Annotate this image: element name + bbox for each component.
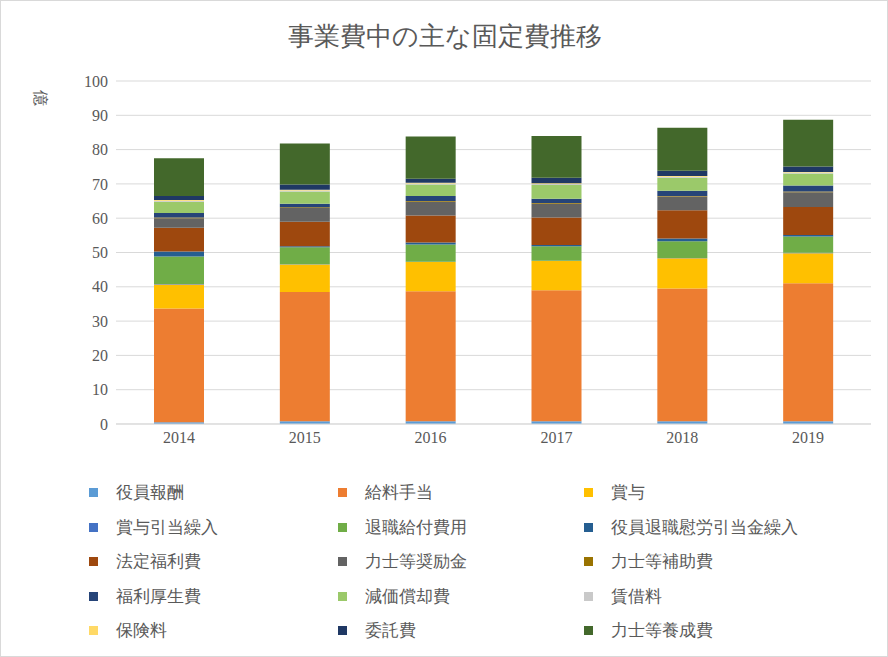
html-text:賞与引当繰入: 賞与引当繰入 bbox=[116, 517, 218, 537]
svg-text:70: 70 bbox=[92, 176, 108, 193]
svg-text:2019: 2019 bbox=[792, 429, 824, 446]
html-text:福利厚生費: 福利厚生費 bbox=[116, 586, 201, 606]
svg-text:2017: 2017 bbox=[540, 429, 572, 446]
html-text:賞与: 賞与 bbox=[611, 483, 645, 502]
svg-text:80: 80 bbox=[92, 141, 108, 158]
html-text:法定福利費: 法定福利費 bbox=[116, 552, 201, 571]
html-text:力士等奨励金: 力士等奨励金 bbox=[365, 552, 467, 571]
svg-text:2018: 2018 bbox=[666, 429, 698, 446]
html-text:力士等補助費: 力士等補助費 bbox=[611, 552, 713, 571]
html-text:役員報酬: 役員報酬 bbox=[116, 483, 184, 502]
html-text:役員退職慰労引当金繰入: 役員退職慰労引当金繰入 bbox=[611, 517, 798, 537]
html-text:退職給付費用: 退職給付費用 bbox=[365, 517, 467, 537]
svg-text:40: 40 bbox=[92, 278, 108, 295]
svg-text:60: 60 bbox=[92, 210, 108, 227]
html-text:賃借料: 賃借料 bbox=[611, 586, 662, 606]
svg-text:30: 30 bbox=[92, 313, 108, 330]
html-text:力士等養成費: 力士等養成費 bbox=[611, 621, 713, 640]
svg-text:100: 100 bbox=[84, 73, 108, 90]
html-text:給料手当: 給料手当 bbox=[365, 483, 433, 502]
svg-text:20: 20 bbox=[92, 347, 108, 364]
html-text:億: 億 bbox=[31, 89, 49, 106]
html-text:減価償却費: 減価償却費 bbox=[365, 586, 450, 606]
html-text:事業費中の主な固定費推移: 事業費中の主な固定費推移 bbox=[288, 22, 602, 51]
svg-text:2016: 2016 bbox=[415, 429, 447, 446]
svg-text:0: 0 bbox=[100, 416, 108, 433]
html-text:委託費: 委託費 bbox=[365, 621, 416, 640]
svg-text:2015: 2015 bbox=[289, 429, 321, 446]
svg-text:2014: 2014 bbox=[163, 429, 195, 446]
svg-text:90: 90 bbox=[92, 107, 108, 124]
svg-text:50: 50 bbox=[92, 244, 108, 261]
svg-text:10: 10 bbox=[92, 381, 108, 398]
html-text:保険料: 保険料 bbox=[116, 621, 167, 640]
